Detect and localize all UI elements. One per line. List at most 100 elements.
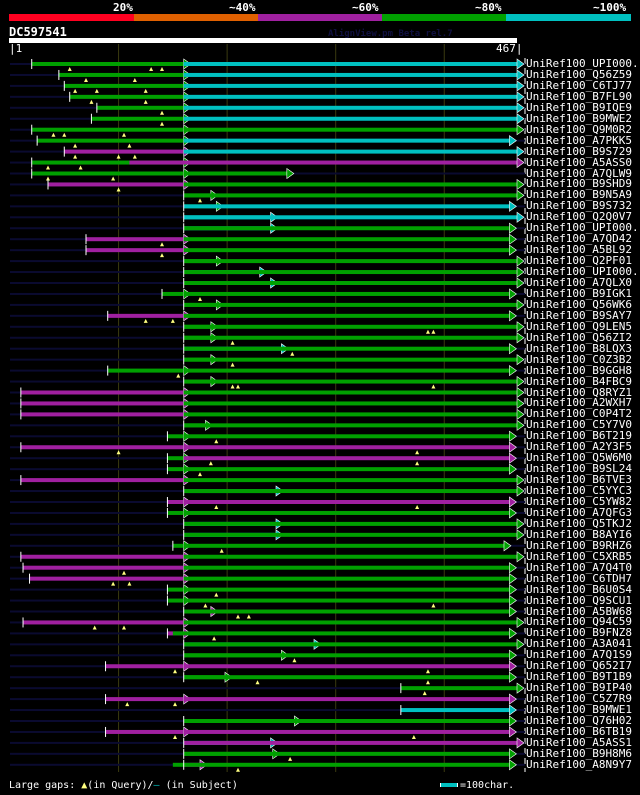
hit-row[interactable] xyxy=(10,91,525,104)
hit-label[interactable]: UniRef100_Q9LEN5 xyxy=(526,319,632,333)
hit-row[interactable] xyxy=(10,496,525,509)
hit-row[interactable] xyxy=(10,540,525,553)
hit-label[interactable]: UniRef100_B8LQX3 xyxy=(526,341,632,355)
hit-label[interactable]: UniRef100_B9RHZ6 xyxy=(526,538,632,552)
hit-row[interactable] xyxy=(10,419,525,431)
hit-row[interactable] xyxy=(10,726,525,739)
hit-label[interactable]: UniRef100_Q94C59 xyxy=(526,615,632,629)
hit-label[interactable]: UniRef100_A3A041 xyxy=(526,637,632,651)
hit-label[interactable]: UniRef100_B9N5A9 xyxy=(526,188,632,202)
hit-row[interactable] xyxy=(10,485,525,497)
hit-row[interactable] xyxy=(10,715,525,727)
hit-row[interactable] xyxy=(10,671,525,685)
hit-row[interactable] xyxy=(10,682,525,696)
hit-label[interactable]: UniRef100_B7FL90 xyxy=(526,89,632,103)
hit-label[interactable]: UniRef100_C0Z3B2 xyxy=(526,352,632,366)
hit-label[interactable]: UniRef100_B9MWE2 xyxy=(526,111,632,125)
hit-label[interactable]: UniRef100_B9S729 xyxy=(526,144,632,158)
hit-row[interactable] xyxy=(10,332,525,345)
hit-label[interactable]: UniRef100_B9IQE9 xyxy=(526,100,632,114)
hit-label[interactable]: UniRef100_C5YW82 xyxy=(526,495,632,508)
hit-row[interactable] xyxy=(10,233,525,247)
hit-row[interactable] xyxy=(10,156,525,170)
hit-label[interactable]: UniRef100_A7QLW9 xyxy=(526,166,632,180)
hit-row[interactable] xyxy=(10,430,525,444)
hit-row[interactable] xyxy=(10,616,525,630)
hit-row[interactable] xyxy=(10,452,525,466)
hit-label[interactable]: UniRef100_A5ASS1 xyxy=(526,735,632,749)
hit-label[interactable]: UniRef100_Q2Q0V7 xyxy=(526,210,632,224)
hit-label[interactable]: UniRef100_Q56WK6 xyxy=(526,297,632,311)
hit-label[interactable]: UniRef100_UPI000.. xyxy=(526,221,640,235)
hit-row[interactable] xyxy=(10,200,525,212)
hit-row[interactable] xyxy=(10,737,525,749)
hit-row[interactable] xyxy=(10,704,525,716)
hit-label[interactable]: UniRef100_B6T219 xyxy=(526,429,632,443)
hit-row[interactable] xyxy=(10,310,525,323)
hit-row[interactable] xyxy=(10,474,525,486)
hit-row[interactable] xyxy=(10,255,525,267)
hit-label[interactable]: UniRef100_A7QD42 xyxy=(526,232,632,246)
hit-label[interactable]: UniRef100_B9MWE1 xyxy=(526,703,632,717)
hit-label[interactable]: UniRef100_C5YYC3 xyxy=(526,484,632,498)
hit-label[interactable]: UniRef100_B9SL24 xyxy=(526,462,632,476)
hit-label[interactable]: UniRef100_B9H8M6 xyxy=(526,746,632,760)
hit-row[interactable] xyxy=(10,266,525,278)
hit-label[interactable]: UniRef100_A2Y3F5 xyxy=(526,440,632,454)
hit-label[interactable]: UniRef100_B8AYI6 xyxy=(526,527,632,541)
hit-row[interactable] xyxy=(10,463,525,477)
hit-label[interactable]: UniRef100_B9SHD9 xyxy=(526,177,632,191)
hit-label[interactable]: UniRef100_B9IGK1 xyxy=(526,286,632,300)
hit-row[interactable] xyxy=(10,189,525,203)
hit-label[interactable]: UniRef100_A7PKK5 xyxy=(526,133,632,147)
hit-label[interactable]: UniRef100_Q8RYZ1 xyxy=(526,385,632,399)
hit-row[interactable] xyxy=(10,102,525,115)
hit-label[interactable]: UniRef100_Q5TKJ2 xyxy=(526,516,632,530)
hit-row[interactable] xyxy=(10,222,525,234)
hit-label[interactable]: UniRef100_B4FBC9 xyxy=(526,374,632,388)
hit-label[interactable]: UniRef100_Q76H02 xyxy=(526,714,632,727)
hit-row[interactable] xyxy=(10,562,525,575)
hit-row[interactable] xyxy=(10,343,525,356)
hit-label[interactable]: UniRef100_B9GGH8 xyxy=(526,363,632,377)
hit-label[interactable]: UniRef100_B9IP40 xyxy=(526,681,632,695)
hit-label[interactable]: UniRef100_A5BL92 xyxy=(526,243,632,257)
hit-row[interactable] xyxy=(10,584,525,597)
hit-label[interactable]: UniRef100_B9T1B9 xyxy=(526,670,632,684)
hit-row[interactable] xyxy=(10,135,525,148)
hit-row[interactable] xyxy=(10,354,525,367)
hit-row[interactable] xyxy=(10,551,525,563)
hit-label[interactable]: UniRef100_B9S732 xyxy=(526,199,632,213)
hit-label[interactable]: UniRef100_Q9SCU1 xyxy=(526,593,632,607)
hit-row[interactable] xyxy=(10,748,525,761)
hit-row[interactable] xyxy=(10,58,525,71)
hit-row[interactable] xyxy=(10,693,525,707)
hit-label[interactable]: UniRef100_Q5W6M0 xyxy=(526,451,632,465)
hit-row[interactable] xyxy=(10,211,525,223)
hit-row[interactable] xyxy=(10,660,525,674)
hit-row[interactable] xyxy=(10,397,525,410)
hit-label[interactable]: UniRef100_B6TVE3 xyxy=(526,473,632,487)
hit-label[interactable]: UniRef100_Q56ZI2 xyxy=(526,330,632,344)
hit-row[interactable] xyxy=(10,178,525,192)
hit-label[interactable]: UniRef100_C5Z7R9 xyxy=(526,692,632,706)
hit-row[interactable] xyxy=(10,441,525,455)
hit-row[interactable] xyxy=(10,80,525,93)
hit-row[interactable] xyxy=(10,299,525,311)
hit-row[interactable] xyxy=(10,507,525,519)
hit-row[interactable] xyxy=(10,124,525,137)
hit-row[interactable] xyxy=(10,638,525,650)
hit-row[interactable] xyxy=(10,146,525,159)
hit-label[interactable]: UniRef100_B6TB19 xyxy=(526,724,632,738)
hit-row[interactable] xyxy=(10,375,525,389)
hit-label[interactable]: UniRef100_UPI000.. xyxy=(526,265,640,279)
hit-label[interactable]: UniRef100_Q2PF01 xyxy=(526,254,632,268)
hit-label[interactable]: UniRef100_C6TJ77 xyxy=(526,78,632,92)
hit-row[interactable] xyxy=(10,573,525,586)
hit-row[interactable] xyxy=(10,277,525,289)
hit-row[interactable] xyxy=(10,244,525,258)
hit-row[interactable] xyxy=(10,605,525,619)
hit-label[interactable]: UniRef100_A7Q4T0 xyxy=(526,560,632,574)
hit-label[interactable]: UniRef100_A2WXH7 xyxy=(526,396,632,410)
hit-label[interactable]: UniRef100_Q652I7 xyxy=(526,659,632,673)
